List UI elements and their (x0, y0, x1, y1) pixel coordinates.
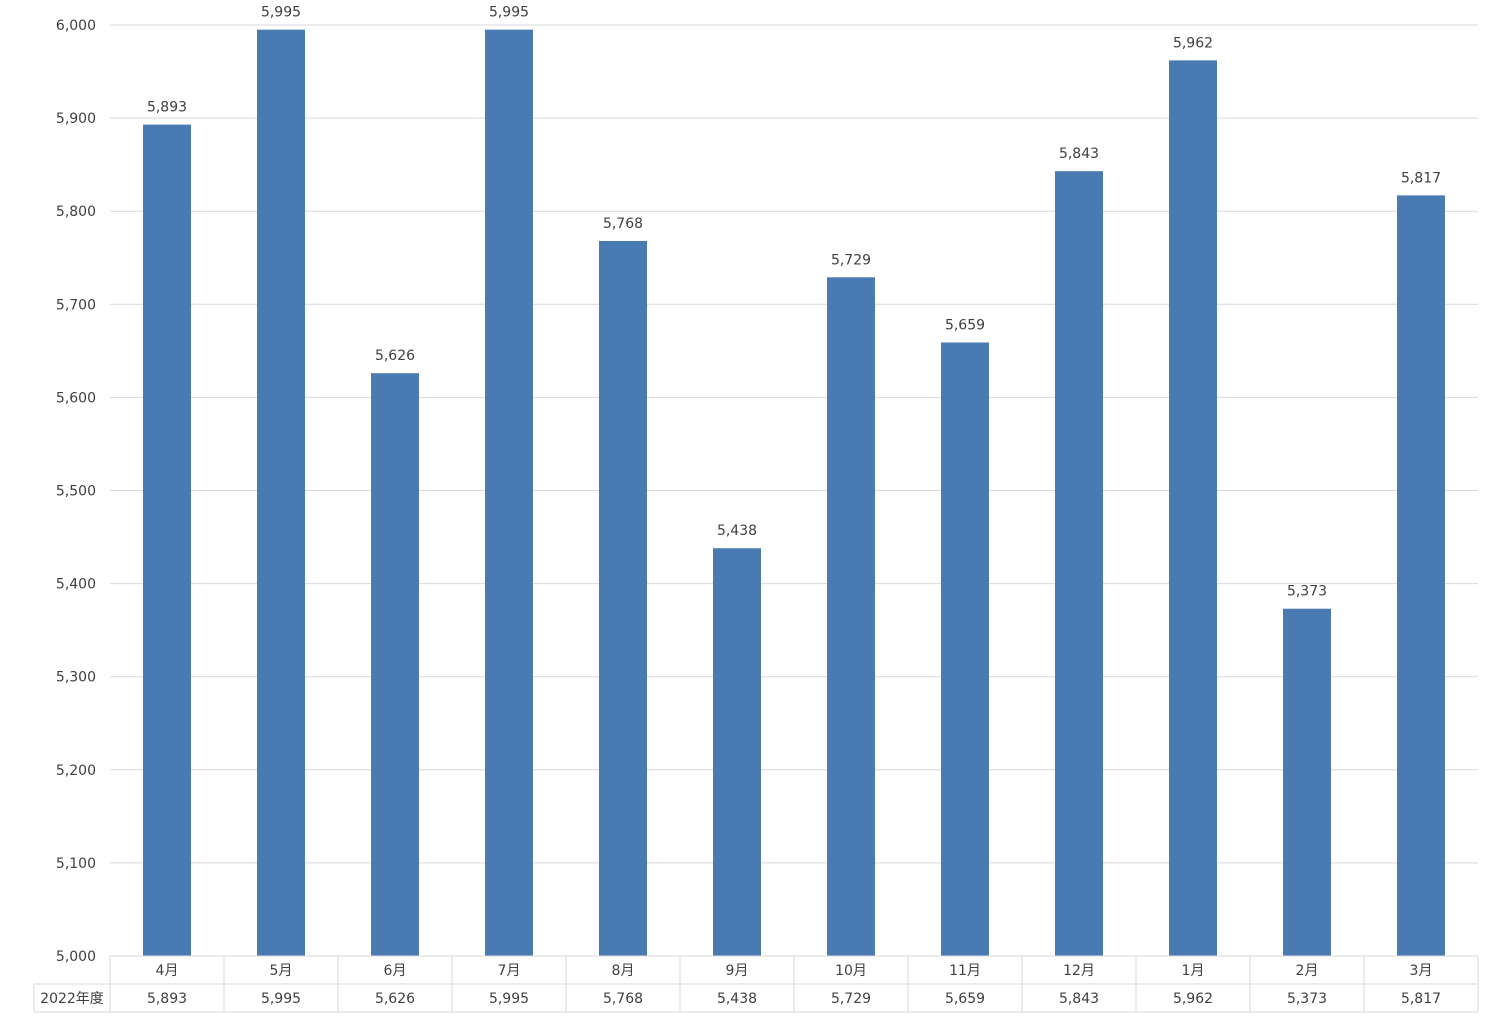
data-label: 5,438 (717, 523, 757, 539)
x-tick-label: 6月 (384, 963, 407, 979)
table-value: 5,817 (1401, 991, 1441, 1007)
bar (371, 373, 419, 957)
y-tick-label: 5,300 (56, 670, 96, 686)
x-tick-label: 8月 (612, 963, 635, 979)
bar (1283, 608, 1331, 956)
data-label: 5,843 (1059, 146, 1099, 162)
table-value: 5,373 (1287, 991, 1327, 1007)
data-label: 5,962 (1173, 35, 1213, 51)
x-tick-label: 4月 (156, 963, 179, 979)
bar (827, 277, 875, 956)
table-value: 5,768 (603, 991, 643, 1007)
data-label: 5,768 (603, 216, 643, 232)
y-tick-label: 5,800 (56, 204, 96, 220)
x-tick-label: 1月 (1182, 963, 1205, 979)
data-label: 5,995 (261, 5, 301, 21)
y-tick-label: 6,000 (56, 18, 96, 34)
data-label: 5,893 (147, 100, 187, 116)
y-tick-label: 5,900 (56, 111, 96, 127)
bar (713, 548, 761, 956)
bar (485, 29, 533, 956)
data-label: 5,659 (945, 317, 985, 333)
bar (1397, 195, 1445, 957)
x-tick-label: 7月 (498, 963, 521, 979)
y-tick-label: 5,000 (56, 949, 96, 965)
table-value: 5,995 (261, 991, 301, 1007)
table-value: 5,626 (375, 991, 415, 1007)
bar (1055, 171, 1103, 957)
table-value: 5,843 (1059, 991, 1099, 1007)
y-tick-label: 5,700 (56, 297, 96, 313)
data-label: 5,995 (489, 5, 529, 21)
table-value: 5,438 (717, 991, 757, 1007)
table-value: 5,729 (831, 991, 871, 1007)
y-tick-label: 5,200 (56, 763, 96, 779)
bar (1169, 60, 1217, 957)
x-tick-label: 10月 (835, 963, 867, 979)
bar (599, 240, 647, 956)
bar (143, 124, 191, 956)
y-tick-label: 5,400 (56, 577, 96, 593)
y-tick-label: 5,100 (56, 856, 96, 872)
table-value: 5,893 (147, 991, 187, 1007)
data-label: 5,729 (831, 252, 871, 268)
data-label: 5,373 (1287, 584, 1327, 600)
table-series-name: 2022年度 (40, 991, 104, 1007)
y-tick-label: 5,500 (56, 484, 96, 500)
bar (257, 29, 305, 956)
x-tick-label: 3月 (1410, 963, 1433, 979)
table-value: 5,659 (945, 991, 985, 1007)
table-value: 5,995 (489, 991, 529, 1007)
x-tick-label: 5月 (270, 963, 293, 979)
bar (941, 342, 989, 956)
y-tick-label: 5,600 (56, 390, 96, 406)
x-tick-label: 12月 (1063, 963, 1095, 979)
data-label: 5,626 (375, 348, 415, 364)
x-tick-label: 9月 (726, 963, 749, 979)
table-value: 5,962 (1173, 991, 1213, 1007)
x-tick-label: 11月 (949, 963, 981, 979)
x-tick-label: 2月 (1296, 963, 1319, 979)
data-label: 5,817 (1401, 170, 1441, 186)
